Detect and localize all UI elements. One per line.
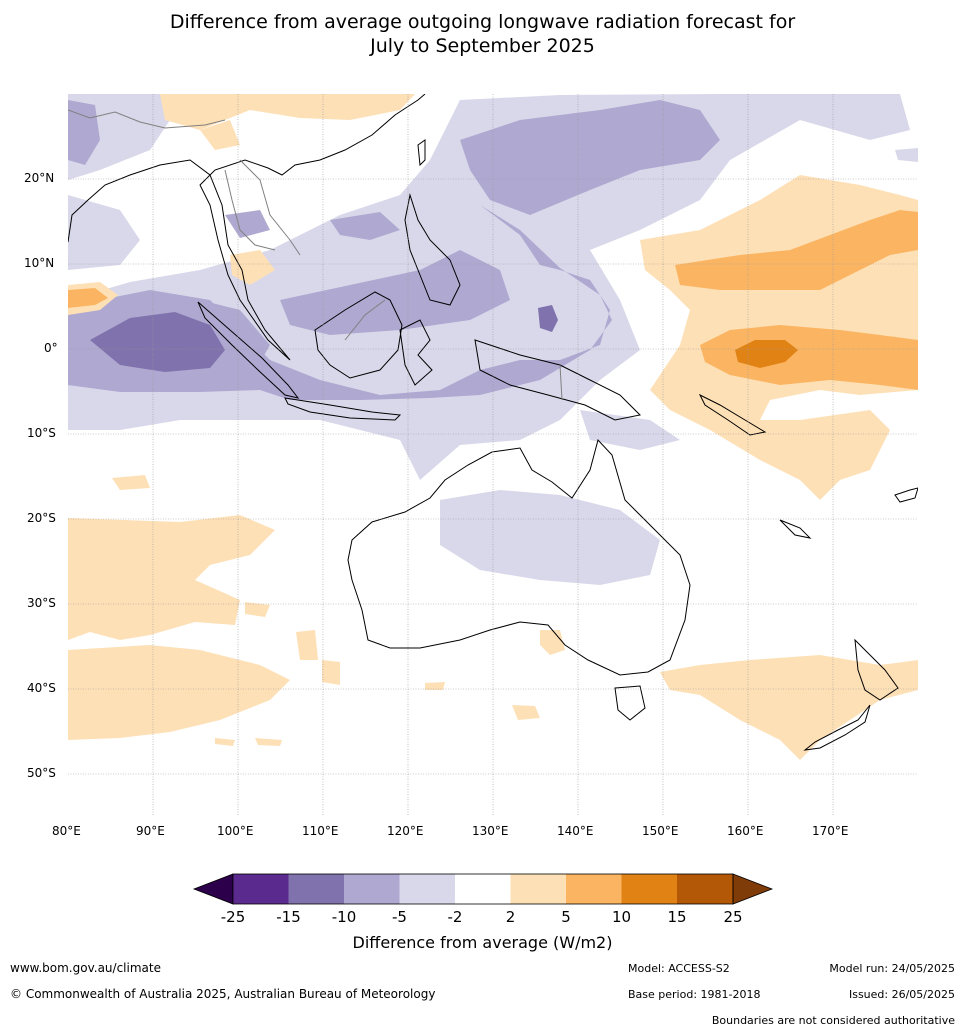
coast-asia-mainland <box>68 94 426 361</box>
x-tick-label: 120°E <box>387 824 424 838</box>
colorbar-swatch-1 <box>233 874 289 904</box>
x-tick-label: 130°E <box>472 824 509 838</box>
y-tick-label: 0° <box>44 341 58 355</box>
coast-philippines <box>404 193 461 306</box>
colorbar-labels: -25 -15 -10 -5 -2 2 5 10 15 25 <box>221 908 743 926</box>
x-tick-label: 110°E <box>302 824 339 838</box>
title-line-2: July to September 2025 <box>370 35 595 57</box>
x-tick-label: 150°E <box>642 824 679 838</box>
website-link[interactable]: www.bom.gov.au/climate <box>10 961 161 975</box>
colorbar-extend-high <box>732 873 774 905</box>
x-tick-label: 100°E <box>217 824 254 838</box>
colorbar-swatch-5 <box>455 874 511 904</box>
y-tick-label: 10°N <box>24 256 55 270</box>
boundaries-disclaimer: Boundaries are not considered authoritat… <box>711 1014 955 1027</box>
map-panel <box>68 94 918 816</box>
x-tick-label: 90°E <box>136 824 165 838</box>
colorbar-extend-low <box>192 873 234 905</box>
colorbar-swatch-3 <box>344 874 400 904</box>
colorbar-swatch-4 <box>399 874 455 904</box>
colorbar <box>192 873 774 905</box>
colorbar-label: -2 <box>448 908 463 926</box>
coast-solomons <box>698 393 767 436</box>
coast-new-guinea <box>474 339 642 421</box>
anomaly-dark-purple <box>90 305 558 372</box>
colorbar-swatch-9 <box>677 874 733 904</box>
colorbar-swatch-7 <box>566 874 622 904</box>
gridlines <box>68 94 918 816</box>
colorbar-label: 5 <box>561 908 571 926</box>
x-tick-label: 170°E <box>812 824 849 838</box>
x-tick-label: 80°E <box>52 824 81 838</box>
coast-sumatra <box>197 301 300 399</box>
coast-borneo <box>314 291 403 379</box>
y-tick-label: 30°S <box>27 596 56 610</box>
coast-nz-north <box>854 638 899 701</box>
coast-tasmania <box>614 685 646 721</box>
x-tick-label: 160°E <box>727 824 764 838</box>
coast-fiji <box>894 487 918 503</box>
colorbar-title: Difference from average (W/m2) <box>352 933 613 952</box>
colorbar-swatch-6 <box>510 874 566 904</box>
issued-date: Issued: 26/05/2025 <box>848 988 955 1001</box>
colorbar-label: -10 <box>332 908 357 926</box>
y-tick-label: 40°S <box>27 681 56 695</box>
coast-sulawesi <box>399 319 433 386</box>
colorbar-label: 25 <box>723 908 742 926</box>
copyright-notice: © Commonwealth of Australia 2025, Austra… <box>10 987 436 1001</box>
colorbar-label: -15 <box>276 908 301 926</box>
base-period: Base period: 1981-2018 <box>628 988 761 1001</box>
country-borders <box>68 109 563 401</box>
model-name: Model: ACCESS-S2 <box>628 962 730 975</box>
coast-java <box>284 397 402 421</box>
y-tick-label: 20°N <box>24 171 55 185</box>
model-run-date: Model run: 24/05/2025 <box>829 962 955 975</box>
coast-taiwan <box>417 139 426 167</box>
colorbar-label: 10 <box>612 908 631 926</box>
y-tick-label: 50°S <box>27 766 56 780</box>
colorbar-label: 15 <box>667 908 686 926</box>
coast-nz-south <box>803 704 871 751</box>
coast-new-caledonia <box>779 519 812 539</box>
colorbar-swatch-8 <box>621 874 677 904</box>
y-tick-label: 20°S <box>27 511 56 525</box>
colorbar-label: 2 <box>506 908 516 926</box>
chart-title: Difference from average outgoing longwav… <box>0 10 965 58</box>
coast-australia <box>347 438 691 676</box>
colorbar-label: -25 <box>221 908 246 926</box>
title-line-1: Difference from average outgoing longwav… <box>169 11 796 33</box>
y-tick-label: 10°S <box>27 426 56 440</box>
colorbar-label: -5 <box>392 908 407 926</box>
x-tick-label: 140°E <box>557 824 594 838</box>
anomaly-dark-orange <box>735 340 798 368</box>
colorbar-swatch-2 <box>288 874 344 904</box>
coastlines <box>68 94 918 751</box>
